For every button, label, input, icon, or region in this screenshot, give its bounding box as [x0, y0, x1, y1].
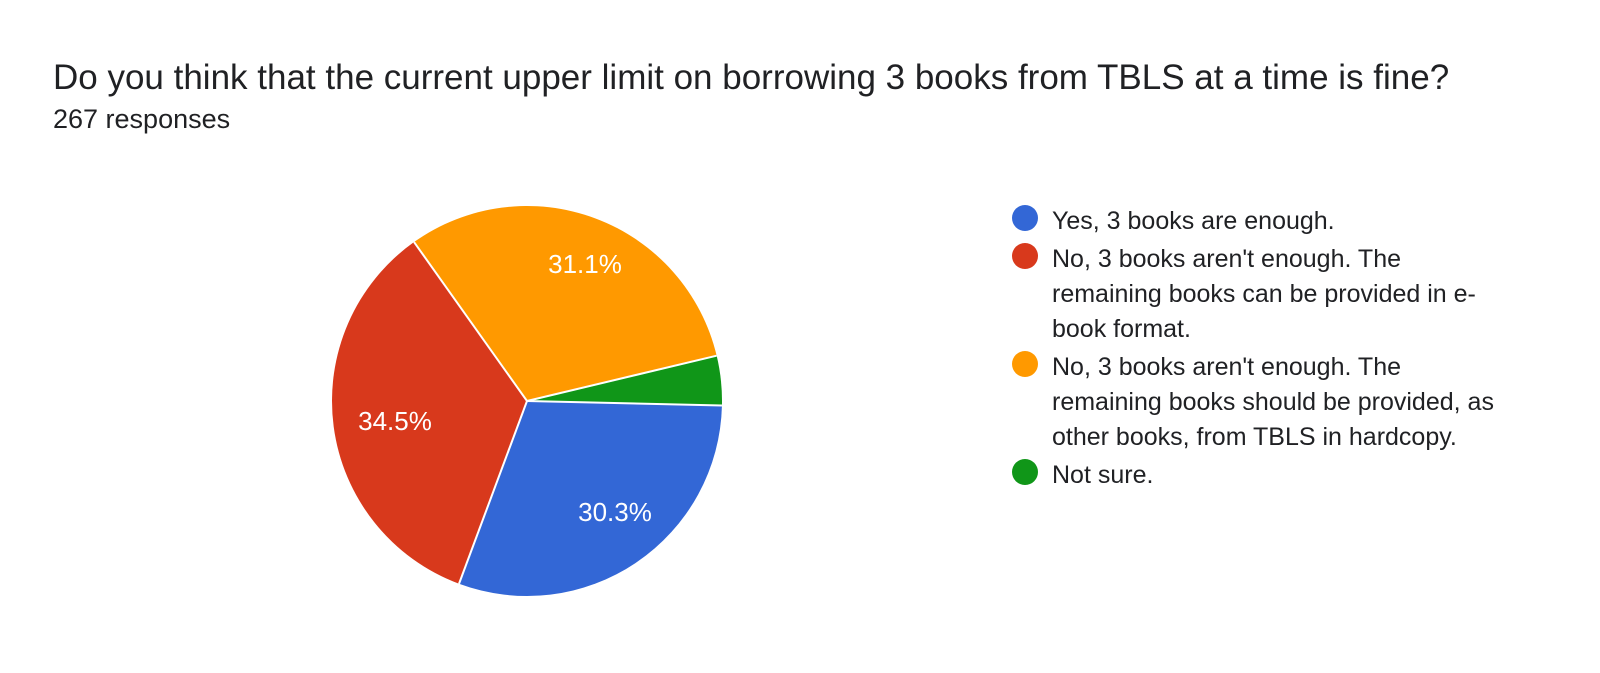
- svg-text:31.1%: 31.1%: [548, 249, 622, 279]
- svg-text:30.3%: 30.3%: [578, 497, 652, 527]
- svg-text:34.5%: 34.5%: [358, 406, 432, 436]
